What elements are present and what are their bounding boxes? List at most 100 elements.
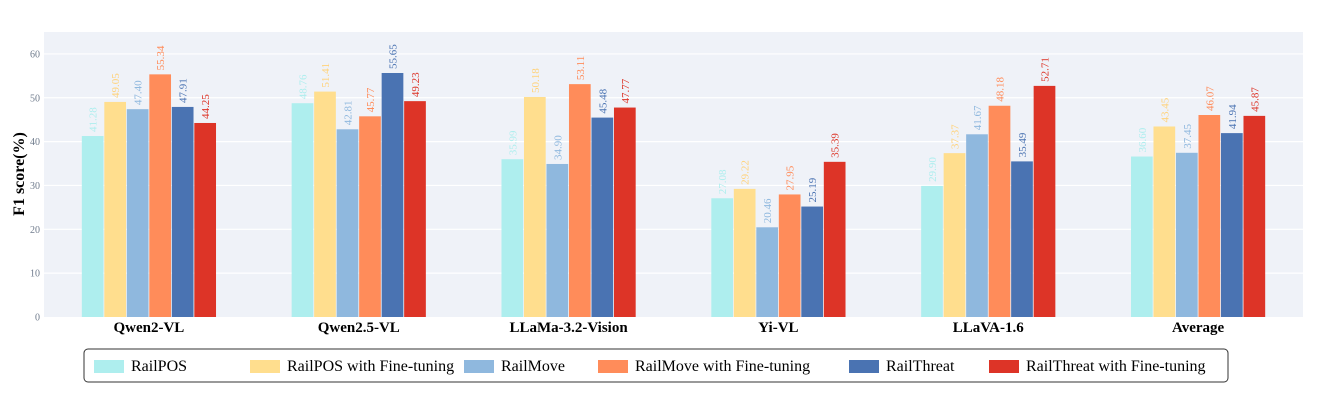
plot-background (44, 32, 1303, 317)
category-label: Average (1172, 320, 1225, 336)
bar (336, 129, 359, 317)
bar (801, 206, 824, 317)
bar (1033, 85, 1056, 317)
bar (1243, 115, 1266, 318)
data-label: 55.34 (155, 45, 167, 70)
category-labels: Qwen2-VL Qwen2.5-VL LLaMa-3.2-Vision Yi-VL L… (113, 320, 1224, 336)
data-label: 35.49 (1017, 132, 1029, 157)
legend-label: RailThreat with Fine-tuning (1026, 358, 1206, 375)
data-label: 20.46 (762, 198, 774, 223)
data-label: 34.90 (552, 135, 564, 160)
bar (613, 107, 636, 317)
legend-swatch (250, 360, 280, 373)
bar (359, 116, 381, 317)
bar (1011, 161, 1033, 317)
category-label: Yi-VL (758, 320, 798, 336)
bar (149, 74, 172, 318)
data-label: 29.90 (927, 157, 939, 182)
data-label: 36.60 (1137, 127, 1149, 152)
legend-label: RailMove (501, 358, 565, 375)
data-label: 43.45 (1159, 97, 1171, 122)
data-label: 45.48 (597, 88, 609, 113)
legend-box (83, 348, 1229, 383)
bar (126, 109, 149, 318)
y-tick-label: 40 (30, 137, 40, 148)
category-label: Qwen2-VL (113, 320, 184, 336)
data-label: 27.08 (717, 169, 729, 194)
y-tick-label: 20 (30, 225, 40, 236)
data-label: 52.71 (1040, 57, 1052, 82)
data-label: 37.45 (1182, 124, 1194, 149)
bar (823, 161, 846, 317)
bar (1198, 115, 1221, 318)
bar (756, 227, 779, 317)
data-label: 46.07 (1204, 86, 1216, 111)
legend-swatch (464, 360, 494, 373)
category-label: LLaVA-1.6 (953, 320, 1024, 336)
data-label: 41.28 (88, 107, 100, 132)
bar (778, 194, 801, 317)
bar (404, 101, 426, 317)
y-axis-title: F1 score(%) (11, 132, 28, 216)
data-label: 47.40 (133, 80, 145, 105)
data-label: 25.19 (807, 177, 819, 202)
bar (943, 153, 966, 317)
bar (568, 84, 591, 317)
bar (381, 72, 404, 317)
data-label: 45.87 (1249, 87, 1261, 112)
bar (523, 96, 546, 317)
bar (546, 163, 569, 317)
data-label: 27.95 (785, 165, 797, 190)
category-label: LLaMa-3.2-Vision (509, 320, 628, 336)
data-label: 41.67 (972, 105, 984, 130)
bars (81, 72, 1266, 318)
bar (314, 91, 336, 318)
legend-label: RailMove with Fine-tuning (635, 358, 810, 375)
bar (733, 188, 756, 317)
legend-label: RailPOS (131, 358, 187, 375)
bar (1220, 133, 1243, 317)
bar (988, 105, 1011, 317)
legend-swatch (849, 360, 879, 373)
bar (194, 122, 217, 317)
y-tick-label: 30 (30, 181, 40, 192)
data-label: 50.18 (530, 68, 542, 93)
data-label: 45.77 (365, 87, 377, 112)
data-label: 35.99 (507, 130, 519, 155)
data-label: 49.23 (410, 72, 422, 97)
data-label: 44.25 (200, 94, 212, 119)
bar (711, 198, 734, 317)
legend: RailPOS RailPOS with Fine-tuning RailMove R… (83, 348, 1229, 383)
y-tick-label: 60 (30, 49, 40, 60)
bar (501, 159, 524, 317)
grid-lines (44, 53, 1303, 274)
legend-label: RailPOS with Fine-tuning (287, 358, 454, 375)
bar (171, 106, 194, 317)
data-label: 48.18 (995, 76, 1007, 101)
bar (921, 185, 943, 317)
legend-swatch (94, 360, 124, 373)
data-label: 42.81 (343, 101, 355, 126)
y-tick-labels: 0 10 20 30 40 50 60 (30, 49, 40, 323)
data-label: 29.22 (740, 160, 752, 185)
legend-swatch (989, 360, 1019, 373)
bar (1175, 152, 1198, 317)
data-labels: 41.28 49.05 47.40 55.34 47.91 44.25 48.76 51.41… (88, 44, 1262, 224)
data-label: 55.65 (388, 44, 400, 69)
y-tick-label: 50 (30, 93, 40, 104)
bar (1153, 126, 1176, 317)
data-label: 49.05 (110, 73, 122, 98)
bar (291, 103, 314, 318)
bar (81, 136, 104, 317)
y-tick-label: 10 (30, 269, 40, 280)
data-label: 51.41 (320, 63, 332, 88)
data-label: 53.11 (575, 56, 587, 80)
bar (104, 101, 127, 317)
data-label: 47.91 (178, 78, 190, 103)
legend-label: RailThreat (886, 358, 955, 375)
data-label: 37.37 (950, 124, 962, 149)
data-label: 48.76 (298, 74, 310, 99)
data-label: 35.39 (830, 133, 842, 158)
category-label: Qwen2.5-VL (318, 320, 400, 336)
